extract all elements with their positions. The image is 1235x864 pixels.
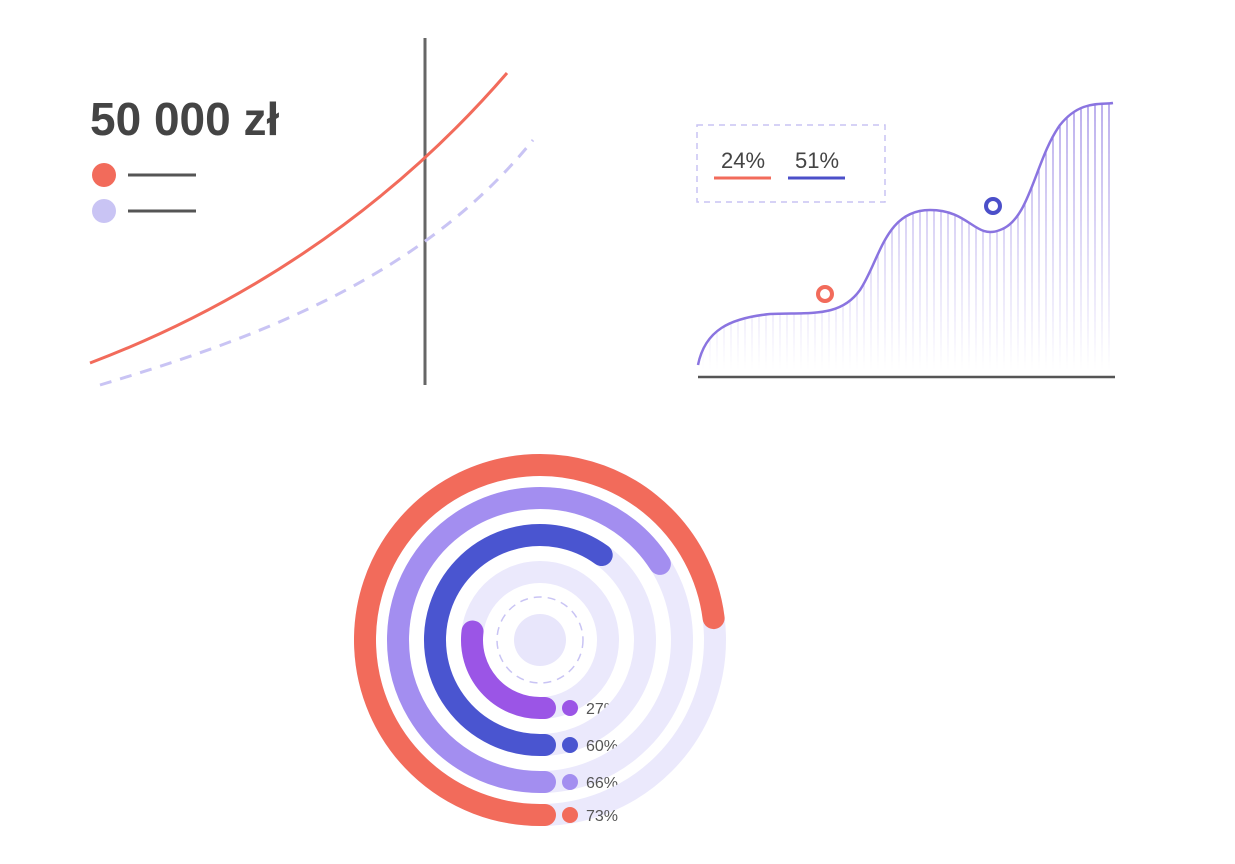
- label-dot: [562, 700, 578, 716]
- ring-bar: [424, 524, 613, 756]
- area-line: [696, 101, 1114, 366]
- ring-bar: [354, 454, 725, 826]
- curve: [89, 72, 509, 365]
- legend-box: [696, 124, 886, 203]
- center-dash: [496, 596, 584, 684]
- point-marker: [984, 197, 1002, 215]
- point-marker: [816, 285, 834, 303]
- legend-label: 24%: [721, 148, 765, 173]
- area-panel: 24% 51%: [696, 101, 1115, 379]
- ring-bar: [461, 620, 556, 719]
- value-label: 66%: [586, 775, 618, 792]
- legend-dot: [92, 199, 116, 223]
- legend-dot: [92, 163, 116, 187]
- value-label: 73%: [586, 808, 618, 825]
- label-dot: [562, 737, 578, 753]
- label-dot: [562, 774, 578, 790]
- area-fill: [698, 103, 1113, 377]
- center-disc: [514, 614, 566, 666]
- panel-title: 50 000 zł: [90, 93, 279, 145]
- radial-panel: 27%60%66%73%: [354, 454, 726, 826]
- legend-label: 51%: [795, 148, 839, 173]
- ring-bar: [387, 487, 671, 793]
- line-panel: 50 000 zł: [89, 38, 535, 387]
- label-dot: [562, 807, 578, 823]
- curve-dashed: [99, 139, 535, 387]
